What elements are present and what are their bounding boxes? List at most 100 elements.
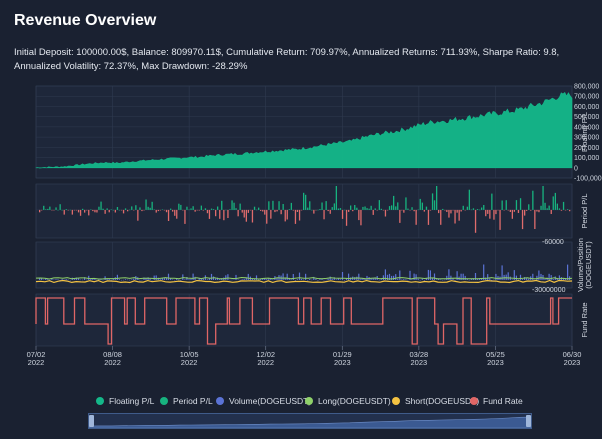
period-pl-bar: [243, 209, 245, 218]
volume-bar: [501, 265, 503, 280]
volume-bar: [268, 278, 270, 280]
volume-bar: [73, 279, 75, 280]
volume-bar: [325, 279, 327, 281]
volume-bar: [286, 273, 288, 280]
legend-item[interactable]: Period P/L: [160, 394, 213, 408]
period-pl-bar: [268, 201, 270, 210]
period-pl-bar: [41, 209, 43, 211]
volume-bar: [489, 278, 491, 280]
period-pl-bar: [251, 209, 254, 223]
period-pl-bar: [462, 205, 464, 210]
period-pl-bar: [519, 198, 522, 210]
volume-bar: [120, 279, 123, 281]
period-pl-bar: [165, 209, 168, 213]
chart-canvas[interactable]: 800,000 700,000 600,000 500,000 400,000 300,0…: [0, 80, 602, 380]
volume-bar: [456, 271, 458, 280]
x-tick-label-year: 2023: [487, 358, 504, 367]
volume-bar: [129, 279, 131, 281]
volume-bar: [298, 272, 301, 280]
period-pl-bar: [501, 200, 503, 210]
period-pl-bar: [253, 206, 256, 210]
period-pl-bar: [421, 202, 423, 210]
legend-item[interactable]: Floating P/L: [96, 394, 154, 408]
volume-bar: [110, 279, 112, 281]
volume-bar: [118, 279, 120, 280]
period-pl-bar: [427, 209, 430, 225]
period-pl-bar: [247, 209, 249, 213]
volume-bar: [470, 278, 472, 280]
volume-bar: [86, 279, 88, 281]
period-pl-bar: [98, 206, 100, 210]
volume-bar: [170, 278, 172, 280]
period-pl-bar: [284, 209, 286, 222]
volume-bar: [507, 272, 509, 280]
period-pl-bar: [491, 193, 493, 210]
revenue-chart[interactable]: 800,000 700,000 600,000 500,000 400,000 300,0…: [0, 80, 602, 380]
x-tick-label-date: 12/02: [256, 350, 275, 359]
legend-item[interactable]: Fund Rate: [470, 394, 523, 408]
period-pl-bar: [452, 209, 454, 211]
volume-bar: [427, 269, 429, 280]
period-pl-bar: [186, 206, 188, 210]
volume-bar: [513, 270, 515, 280]
legend-label: Period P/L: [173, 396, 213, 406]
period-pl-bar: [476, 209, 479, 210]
period-pl-bar: [155, 209, 157, 213]
period-pl-bar: [202, 209, 204, 211]
volume-bar: [231, 279, 233, 281]
legend-item[interactable]: Long(DOGEUSDT): [305, 394, 391, 408]
period-pl-bar: [319, 209, 321, 210]
volume-bar: [452, 278, 454, 280]
legend-dot-icon: [305, 396, 313, 405]
period-pl-bar: [564, 209, 567, 211]
period-pl-bar: [423, 209, 425, 212]
plot-area-period: [35, 183, 573, 239]
legend-item[interactable]: Short(DOGEUSDT): [392, 394, 479, 408]
volume-bar: [386, 274, 389, 280]
period-pl-bar: [245, 209, 247, 222]
period-pl-bar: [215, 209, 217, 217]
period-pl-bar: [300, 209, 303, 211]
period-pl-bar: [172, 209, 174, 212]
period-pl-bar: [345, 209, 348, 226]
period-pl-bar: [139, 207, 141, 210]
volume-bar: [141, 279, 143, 281]
floating-pl-area: [35, 92, 573, 169]
volume-bar: [227, 274, 229, 280]
volume-bar: [184, 279, 186, 280]
zoom-handle-right[interactable]: [526, 415, 531, 427]
volume-bar: [176, 278, 178, 280]
volume-bar: [92, 278, 94, 280]
period-pl-bar: [237, 209, 239, 217]
volume-bar: [562, 278, 565, 280]
volume-bar: [51, 278, 53, 280]
volume-bar: [323, 279, 325, 281]
period-pl-bar: [307, 207, 309, 210]
volume-bar: [300, 278, 303, 280]
period-pl-bar: [204, 208, 207, 210]
period-pl-bar: [397, 202, 399, 210]
period-pl-bar: [178, 203, 180, 210]
legend-item[interactable]: Volume(DOGEUSDT): [216, 394, 311, 408]
volume-bar: [515, 275, 517, 280]
volume-bar: [65, 279, 67, 280]
legend-dot-icon: [392, 396, 400, 405]
period-pl-bar: [258, 207, 260, 210]
volume-bar: [331, 278, 333, 280]
zoom-handle-left[interactable]: [89, 415, 94, 427]
y-tick-label: 800,000: [574, 84, 599, 91]
plot-area-volume: [35, 241, 573, 289]
volume-bar: [75, 277, 77, 280]
period-pl-bar: [63, 209, 65, 215]
period-pl-bar: [399, 209, 401, 223]
period-pl-bar: [384, 209, 387, 217]
zoom-slider[interactable]: [88, 413, 532, 429]
volume-bar: [155, 275, 157, 280]
volume-bar: [348, 273, 350, 280]
period-pl-bar: [368, 208, 370, 210]
volume-bar: [462, 273, 464, 280]
volume-bar: [401, 279, 403, 280]
x-tick-label-year: 2023: [334, 358, 351, 367]
period-pl-bar: [47, 208, 49, 210]
volume-bar: [229, 279, 231, 281]
